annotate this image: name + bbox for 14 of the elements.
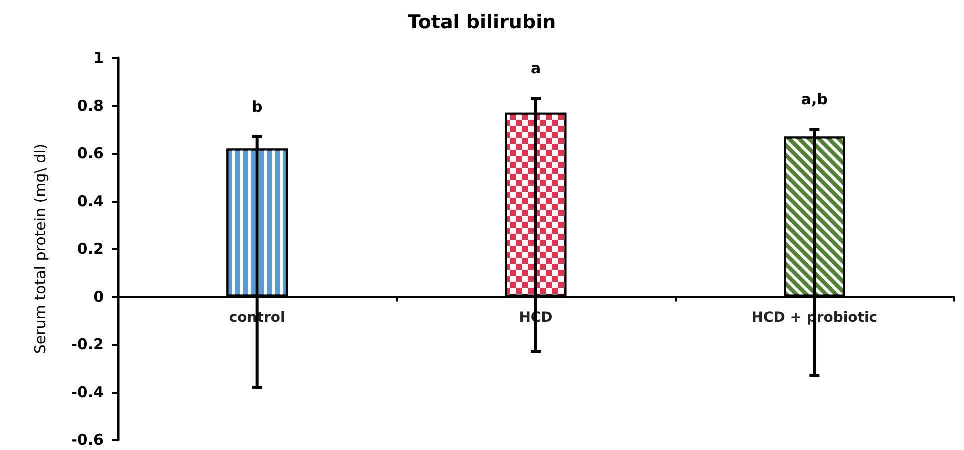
y-tick-label: -0.6 [71, 431, 104, 449]
chart-title: Total bilirubin [408, 12, 556, 34]
y-tick-label: 0 [94, 288, 104, 306]
y-tick-label: -0.2 [71, 336, 104, 354]
y-axis-title: Serum total protein (mg\ dl) [32, 144, 50, 354]
y-tick-label: -0.4 [71, 383, 104, 402]
annotation: a [530, 60, 542, 78]
annotation: b [252, 98, 263, 116]
annotation: a,b [801, 90, 828, 109]
y-tick-label: 0.2 [77, 240, 104, 258]
y-tick-label: 0.8 [77, 96, 104, 115]
y-tick-label: 0.6 [77, 144, 104, 162]
y-tick-label: 1 [94, 49, 104, 67]
y-tick-label: 0.4 [77, 192, 104, 210]
